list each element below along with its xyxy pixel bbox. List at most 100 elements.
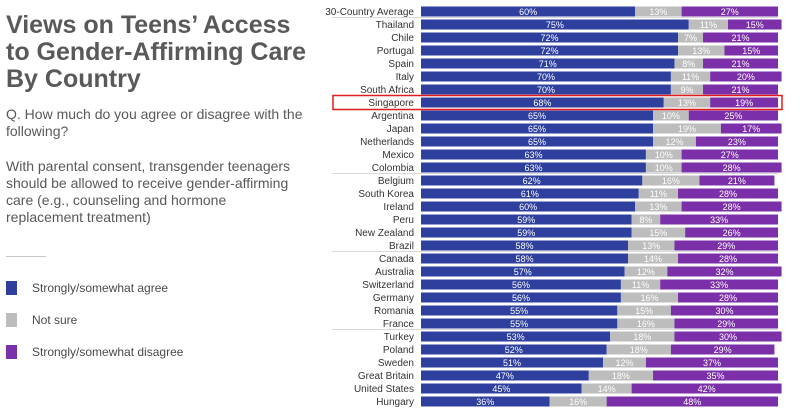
bar-segment-disagree [720,123,782,134]
bar-segment-disagree [688,110,778,121]
bar-segment-agree [421,344,607,355]
data-label-not-sure: 10% [662,111,680,121]
data-label-not-sure: 13% [649,202,667,212]
category-label-united-states: United States [354,384,414,395]
bar-segment-disagree [681,201,782,212]
data-label-agree: 57% [514,267,532,277]
data-label-not-sure: 14% [644,254,662,264]
data-label-not-sure: 13% [642,241,660,251]
bar-segment-disagree [703,32,778,43]
bar-segment-disagree [660,214,778,225]
data-label-disagree: 23% [728,137,746,147]
category-label-poland: Poland [383,345,414,356]
data-label-not-sure: 16% [569,397,587,407]
bar-segment-agree [421,162,646,173]
legend-label-disagree: Strongly/somewhat disagree [32,345,184,359]
bar-segment-agree [421,227,632,238]
bar-segment-not-sure [628,240,675,251]
bar-segment-disagree [678,188,778,199]
category-label-thailand: Thailand [376,20,414,31]
bar-segment-not-sure [603,357,646,368]
category-label-singapore: Singapore [368,98,414,109]
bar-segment-disagree [728,19,782,30]
bar-segment-agree [421,305,618,316]
category-label-france: France [383,319,415,330]
category-label-new-zealand: New Zealand [355,228,414,239]
data-label-not-sure: 12% [665,137,683,147]
bar-segment-disagree [606,396,778,407]
bar-segment-disagree [667,266,782,277]
data-label-agree: 45% [492,384,510,394]
highlight-box [332,94,783,111]
data-label-agree: 63% [524,150,542,160]
data-label-not-sure: 15% [635,306,653,316]
data-label-not-sure: 11% [700,20,717,30]
bar-segment-not-sure [617,305,671,316]
page-title: Views on Teens’ Access to Gender-Affirmi… [6,11,307,93]
data-label-agree: 70% [537,85,555,95]
bar-segment-disagree [710,71,782,82]
bar-segment-agree [421,331,611,342]
data-label-agree: 53% [507,332,525,342]
data-label-agree: 65% [528,124,546,134]
data-label-disagree: 25% [724,111,742,121]
data-label-not-sure: 7% [684,33,697,43]
bar-segment-agree [421,110,654,121]
category-label-ireland: Ireland [383,202,414,213]
bar-segment-not-sure [631,214,661,225]
data-label-disagree: 48% [683,397,701,407]
bar-segment-agree [421,253,629,264]
data-label-disagree: 19% [735,98,753,108]
data-label-disagree: 28% [723,202,741,212]
category-label-japan: Japan [387,124,414,135]
bar-segment-not-sure [663,97,711,108]
bar-segment-agree [421,32,679,43]
bar-segment-agree [421,266,625,277]
bar-segment-agree [421,123,654,134]
data-label-not-sure: 12% [615,358,633,368]
bar-segment-not-sure [628,253,679,264]
bar-segment-agree [421,396,550,407]
data-label-not-sure: 12% [637,267,655,277]
bar-segment-not-sure [635,6,682,17]
data-label-agree: 63% [524,163,542,173]
bar-segment-disagree [670,344,775,355]
data-label-not-sure: 13% [649,7,667,17]
data-label-not-sure: 18% [630,345,648,355]
data-label-agree: 51% [503,358,521,368]
bar-segment-disagree [681,162,782,173]
category-label-peru: Peru [393,215,414,226]
data-label-agree: 68% [533,98,551,108]
data-label-disagree: 26% [723,228,741,238]
data-label-disagree: 29% [717,319,735,329]
data-label-disagree: 37% [703,358,721,368]
bar-segment-not-sure [670,71,711,82]
bar-segment-disagree [631,383,782,394]
data-label-not-sure: 10% [655,163,673,173]
data-label-disagree: 17% [742,124,760,134]
bar-segment-not-sure [610,331,675,342]
data-label-disagree: 27% [721,7,739,17]
data-label-disagree: 35% [707,371,725,381]
data-label-not-sure: 11% [632,280,649,290]
legend-label-agree: Strongly/somewhat agree [32,281,169,295]
data-label-not-sure: 13% [678,98,696,108]
bar-segment-agree [421,240,629,251]
bar-segment-not-sure [549,396,607,407]
bar-segment-not-sure [688,19,729,30]
data-label-disagree: 29% [714,345,732,355]
data-label-disagree: 33% [710,215,728,225]
bar-segment-not-sure [588,370,654,381]
category-label-great-britain: Great Britain [358,371,414,382]
legend-swatch-not-sure [6,313,17,327]
category-label-sweden: Sweden [378,358,414,369]
bar-segment-not-sure [631,227,686,238]
bar-segment-not-sure [635,201,682,212]
bar-segment-not-sure [638,188,679,199]
category-label-hungary: Hungary [376,397,414,408]
bar-segment-not-sure [620,279,661,290]
bar-segment-agree [421,58,675,69]
bar-segment-not-sure [617,318,675,329]
category-label-colombia: Colombia [372,163,415,174]
